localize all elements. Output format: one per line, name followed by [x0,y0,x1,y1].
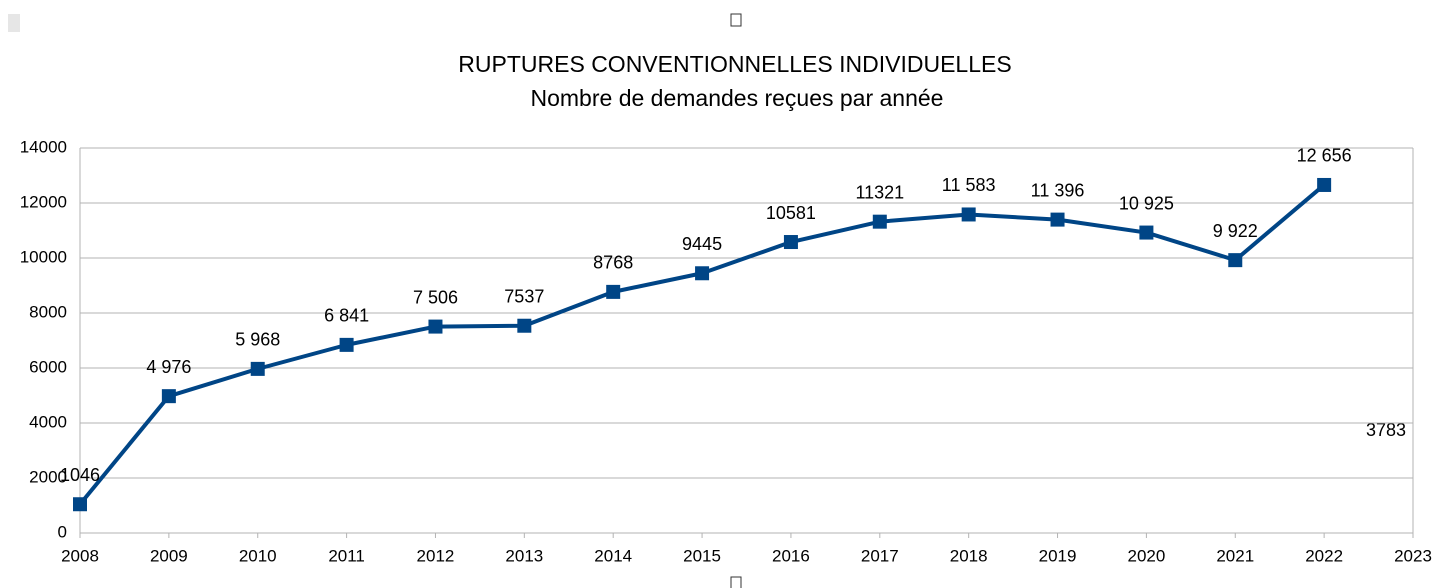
marker [695,266,710,281]
y-tick-label: 14000 [20,137,67,156]
x-tick-label: 2015 [683,546,721,565]
marker [1317,177,1332,192]
y-tick-label: 12000 [20,192,67,211]
marker [161,389,176,404]
x-tick-label: 2023 [1394,546,1432,565]
x-tick-label: 2018 [950,546,988,565]
x-tick-label: 2017 [861,546,899,565]
resize-handle [730,576,742,588]
corner-handle [8,14,20,32]
y-tick-label: 4000 [29,412,67,431]
data-label: 10581 [766,203,816,223]
x-tick-label: 2022 [1305,546,1343,565]
marker [1228,253,1243,268]
marker [783,235,798,250]
x-tick-label: 2020 [1127,546,1165,565]
data-label: 5 968 [235,330,280,350]
x-tick-label: 2013 [505,546,543,565]
data-label: 9 922 [1213,221,1258,241]
x-tick-label: 2009 [150,546,188,565]
x-tick-label: 2016 [772,546,810,565]
x-tick-label: 2019 [1039,546,1077,565]
marker [73,497,87,512]
data-label: 4 976 [146,357,191,377]
data-label: 7 506 [413,287,458,307]
data-label: 1046 [60,465,100,485]
marker [428,319,443,334]
chart-title: RUPTURES CONVENTIONNELLES INDIVIDUELLES [458,51,1011,77]
x-tick-label: 2011 [328,546,365,565]
marker [872,214,887,229]
data-label: 10 925 [1119,193,1174,213]
x-tick-label: 2021 [1216,546,1254,565]
marker [606,284,621,299]
chart-subtitle: Nombre de demandes reçues par année [531,85,944,111]
annotation: 3783 [1366,420,1406,440]
data-label: 7537 [504,286,544,306]
resize-handle [730,13,742,27]
x-tick-label: 2014 [594,546,632,565]
marker [1050,212,1065,227]
data-label: 8768 [593,253,633,273]
y-tick-label: 6000 [29,357,67,376]
x-tick-label: 2008 [61,546,99,565]
marker [517,318,532,333]
y-tick-label: 0 [58,522,67,541]
data-label: 11 396 [1031,180,1085,200]
marker [961,207,976,222]
data-label: 12 656 [1297,146,1352,166]
x-tick-label: 2010 [239,546,277,565]
y-tick-label: 8000 [29,302,67,321]
y-tick-label: 2000 [29,467,67,486]
x-tick-label: 2012 [417,546,455,565]
y-tick-label: 10000 [20,247,67,266]
marker [339,337,354,352]
data-label: 6 841 [324,306,369,326]
data-label: 9445 [682,234,722,254]
data-label: 11 583 [942,175,996,195]
marker [1139,225,1154,240]
data-label: 11321 [855,182,904,202]
marker [250,361,265,376]
